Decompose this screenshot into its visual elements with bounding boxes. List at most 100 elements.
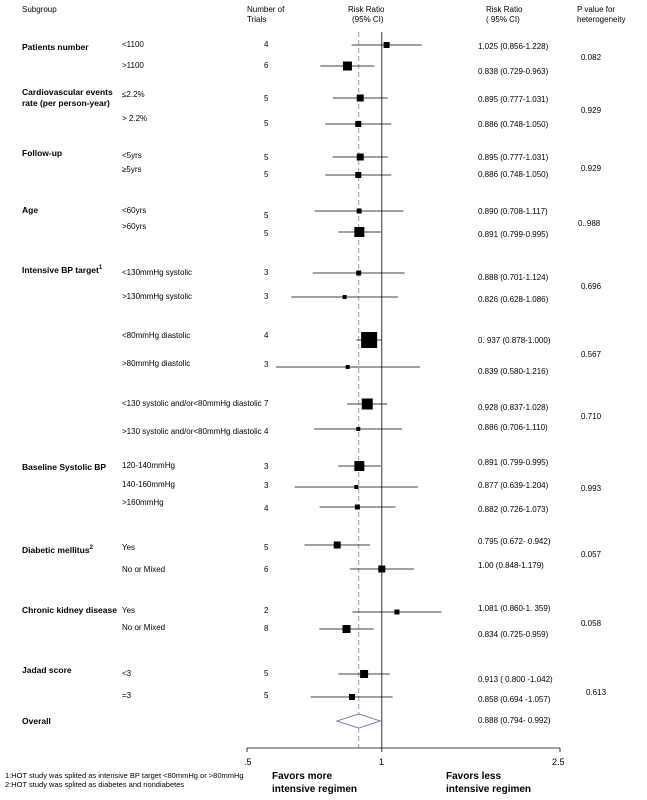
trials-count: 4 [264,331,269,340]
group-label-jadad: Jadad score [22,665,72,675]
trials-count: 8 [264,624,269,633]
header-rr-plot-1: Risk Ratio [348,5,385,14]
rr-ci-text: 0.891 (0.799-0.995) [478,458,549,467]
subgroup-label: <130mmHg systolic [122,268,193,277]
rr-ci-text: 0.888 (0.701-1.124) [478,273,549,282]
group-label-cv-events-2: rate (per person-year) [22,98,110,108]
point-estimate [360,670,369,678]
subgroup-label: <5yrs [122,151,142,160]
header-rr-plot-2: (95% CI) [352,15,384,24]
trials-count: 3 [264,268,269,277]
point-estimate [356,270,362,276]
rr-ci-text: 0.886 (0.748-1.050) [478,120,549,129]
group-label-patients-number: Patients number [22,42,89,52]
trials-count: 6 [264,565,269,574]
subgroup-label: No or Mixed [122,565,166,574]
group-label-baseline-sbp: Baseline Systolic BP [22,462,107,472]
trials-count: 2 [264,606,269,615]
point-estimate [345,365,350,369]
group-label-diabetic: Diabetic mellitus2 [22,543,93,556]
trials-count: 5 [264,211,269,220]
rr-ci-text: 0.795 (0.672- 0.942) [478,537,551,546]
subgroup-label: Yes [122,606,136,615]
p-value: 0.058 [581,619,602,628]
point-estimate [354,504,360,510]
header-rr-text-1: Risk Ratio [486,5,523,14]
favors-right-1: Favors less [446,771,502,782]
subgroup-label: <3 [122,669,132,678]
rr-ci-text: 0.877 (0.639-1.204) [478,481,549,490]
point-estimate [356,153,364,161]
subgroup-label: >130 systolic and/or<80mmHg diastolic [122,427,262,436]
trials-count: 5 [264,94,269,103]
x-tick-label: 1 [379,757,385,767]
subgroup-label: <80mmHg diastolic [122,331,191,340]
subgroup-label: 140-160mmHg [122,480,175,489]
rr-ci-text-overall: 0.888 (0.794- 0.992) [478,716,551,725]
rr-ci-text: 1.025 (0.856-1.228) [478,42,549,51]
subgroup-label: <1100 [122,40,144,49]
point-estimate [356,208,362,214]
point-estimate [355,121,362,127]
overall-diamond [335,713,382,729]
point-estimate [356,94,364,102]
group-label-diabetic-text: Diabetic mellitus [22,544,90,555]
subgroup-label: >160mmHg [122,498,164,507]
rr-ci-text: 0.882 (0.726-1.073) [478,505,549,514]
subgroup-label: <130 systolic and/or<80mmHg diastolic [122,399,262,408]
rr-ci-text: 0.891 (0.799-0.995) [478,230,549,239]
subgroup-label: ≤2.2% [122,90,145,99]
p-value: 0.567 [581,350,602,359]
rr-ci-text: 0.928 (0.837-1.028) [478,403,549,412]
trials-count: 3 [264,292,269,301]
subgroup-label: >1100 [122,61,144,70]
point-estimate [333,541,341,549]
footnote-marker-1: 1 [98,265,103,271]
header-subgroup: Subgroup [22,5,57,14]
favors-left-1: Favors more [272,771,333,782]
subgroup-label: >60yrs [122,222,147,231]
rr-ci-text: 1.081 (0.860-1. 359) [478,604,551,613]
point-estimate [361,332,378,348]
group-label-cv-events: Cardiovascular events [22,87,113,97]
header-trials-1: Number of [247,5,285,14]
footnote-marker-2: 2 [89,545,93,551]
p-value: 0.929 [581,106,602,115]
rr-ci-text: 0.858 (0.694 -1.057) [478,695,551,704]
group-label-ckd: Chronic kidney disease [22,605,117,615]
x-tick-label: 2.5 [552,757,565,767]
rr-ci-text: 0. 937 (0.878-1.000) [478,336,551,345]
trials-count: 5 [264,170,269,179]
group-label-intensive-bp-text: Intensive BP target [22,264,99,275]
trials-count: 5 [264,229,269,238]
point-estimate [355,172,362,178]
group-label-follow-up: Follow-up [22,148,63,158]
point-estimate [354,485,359,489]
subgroup-label: > 2.2% [122,114,148,123]
point-estimate [342,625,351,633]
header-p-2: heterogeneity [577,15,626,24]
group-label-age: Age [22,205,39,215]
subgroup-label: No or Mixed [122,623,166,632]
p-value: 0.057 [581,550,602,559]
trials-count: 4 [264,504,269,513]
trials-count: 3 [264,462,269,471]
p-value: 0.613 [586,688,607,697]
rr-ci-text: 1.00 (0.848-1.179) [478,561,544,570]
subgroup-label: 120-140mmHg [122,461,175,470]
footnote-1: 1:HOT study was splited as intensive BP … [5,771,244,780]
trials-count: 3 [264,360,269,369]
rr-ci-text: 0.886 (0.706-1.110) [478,423,548,432]
rr-ci-text: 0.913 ( 0.800 -1.042) [478,675,553,684]
point-estimate [349,694,356,700]
rr-ci-text: 0.895 (0.777-1.031) [478,95,549,104]
point-estimate [356,427,361,431]
rr-ci-text: 0.838 (0.729-0.963) [478,67,549,76]
trials-count: 5 [264,691,269,700]
group-label-overall: Overall [22,716,51,726]
rr-ci-text: 0.890 (0.708-1.117) [478,207,548,216]
p-value: 0..988 [578,219,601,228]
rr-ci-text: 0.886 (0.748-1.050) [478,170,549,179]
subgroup-label: >80mmHg diastolic [122,359,191,368]
